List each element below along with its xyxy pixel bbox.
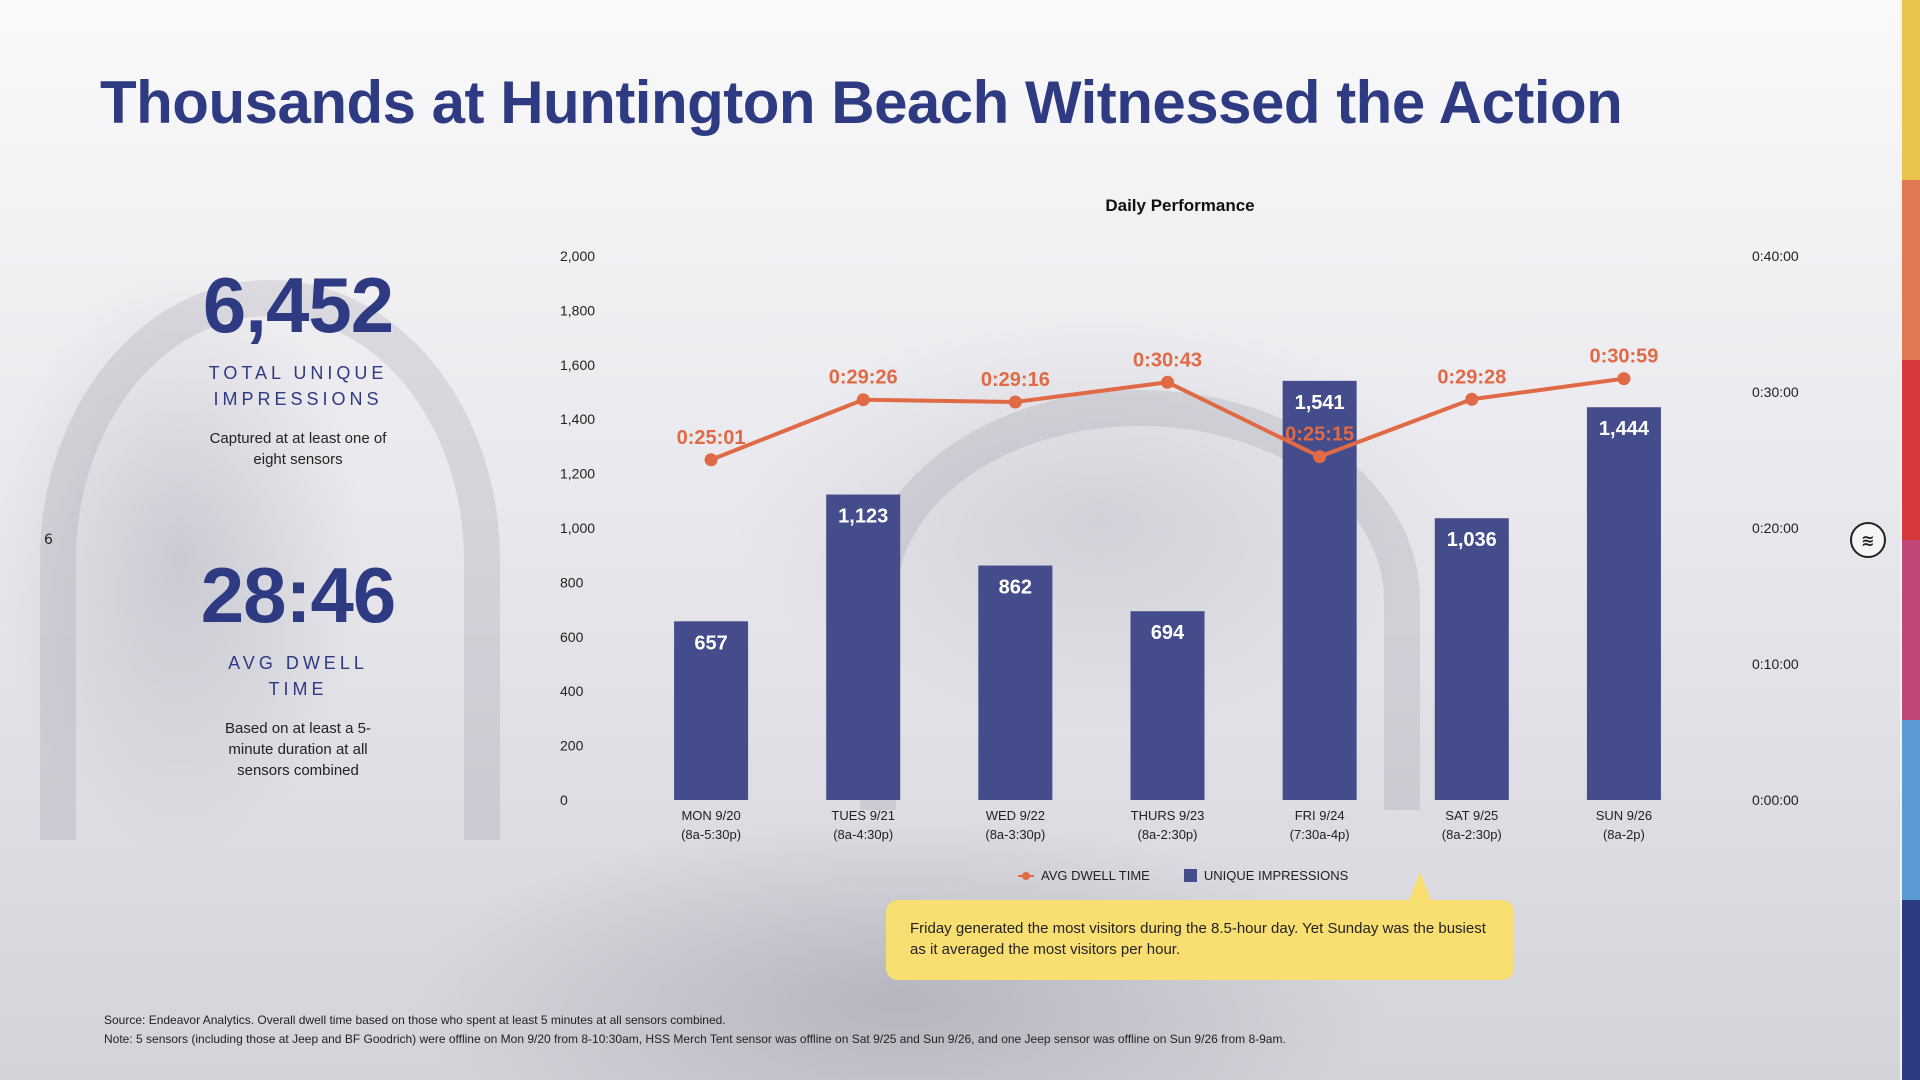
chart-title: Daily Performance	[1105, 196, 1255, 215]
x-tick-sublabel: (8a-2:30p)	[1138, 827, 1198, 842]
x-tick-sublabel: (8a-3:30p)	[985, 827, 1045, 842]
accent-strip	[1902, 0, 1920, 1080]
wave-logo-icon: ≋	[1850, 522, 1886, 558]
bar-value-label: 657	[694, 632, 727, 654]
dwell-time-point	[704, 453, 718, 467]
dwell-time-label: 0:30:59	[1589, 346, 1658, 368]
kpi-dwell-label: AVG DWELL TIME	[228, 653, 368, 699]
dwell-time-line	[710, 376, 1625, 462]
y-right-tick-label: 0:00:00	[1752, 792, 1799, 808]
x-tick-label: THURS 9/23	[1131, 808, 1205, 823]
y-left-tick-label: 1,800	[560, 302, 595, 318]
bar-value-label: 1,036	[1447, 529, 1497, 551]
x-tick-label: MON 9/20	[681, 808, 740, 823]
legend-bar-swatch	[1183, 869, 1197, 882]
x-tick-sublabel: (8a-5:30p)	[681, 827, 741, 842]
y-left-tick-label: 1,000	[560, 520, 595, 536]
y-left-tick-label: 200	[560, 738, 584, 754]
bar	[826, 494, 901, 800]
footnotes: Source: Endeavor Analytics. Overall dwel…	[104, 1011, 1604, 1049]
kpi-impressions: 6,452 TOTAL UNIQUE IMPRESSIONS Captured …	[168, 266, 428, 470]
x-tick-label: SUN 9/26	[1596, 808, 1652, 823]
legend-label-dwell: AVG DWELL TIME	[1041, 868, 1150, 883]
kpi-impressions-label: TOTAL UNIQUE IMPRESSIONS	[208, 363, 388, 409]
dwell-time-point	[856, 393, 870, 407]
bar	[1586, 407, 1661, 800]
x-tick-sublabel: (8a-2p)	[1603, 827, 1645, 842]
x-tick-sublabel: (8a-2:30p)	[1442, 827, 1502, 842]
kpi-dwell-note: Based on at least a 5-minute duration at…	[225, 720, 371, 779]
footnote-note: Note: 5 sensors (including those at Jeep…	[104, 1032, 1286, 1046]
page-number: 6	[44, 532, 53, 548]
dwell-time-label: 0:25:01	[677, 427, 746, 449]
insight-callout: Friday generated the most visitors durin…	[886, 872, 1514, 980]
y-left-tick-label: 1,400	[560, 411, 595, 427]
kpi-impressions-value: 6,452	[202, 261, 394, 349]
y-left-tick-label: 1,200	[560, 466, 595, 482]
legend-item-dwell: AVG DWELL TIME	[1018, 868, 1150, 883]
bar	[978, 565, 1053, 800]
y-left-tick-label: 1,600	[560, 357, 595, 373]
y-left-tick-label: 2,000	[560, 248, 595, 264]
kpi-impressions-note: Captured at at least one of eight sensor…	[209, 430, 387, 468]
dwell-time-point	[1465, 392, 1479, 406]
y-left-tick-label: 600	[560, 629, 584, 645]
bar	[674, 621, 749, 800]
dwell-time-label: 0:30:43	[1133, 349, 1202, 371]
x-tick-sublabel: (7:30a-4p)	[1290, 827, 1350, 842]
chart-legend: AVG DWELL TIME UNIQUE IMPRESSIONS	[1018, 868, 1348, 883]
bar-value-label: 694	[1151, 622, 1185, 644]
x-tick-sublabel: (8a-4:30p)	[833, 827, 893, 842]
bar-value-label: 862	[999, 577, 1032, 599]
dwell-time-point	[1313, 450, 1327, 464]
x-tick-label: FRI 9/24	[1295, 808, 1345, 823]
page-title: Thousands at Huntington Beach Witnessed …	[100, 69, 1623, 136]
legend-line-swatch	[1018, 871, 1034, 880]
y-right-tick-label: 0:10:00	[1752, 656, 1799, 672]
x-tick-label: SAT 9/25	[1445, 808, 1498, 823]
y-left-tick-label: 800	[560, 574, 584, 590]
y-right-tick-label: 0:30:00	[1752, 384, 1799, 400]
footnote-source: Source: Endeavor Analytics. Overall dwel…	[104, 1013, 726, 1027]
bar-value-label: 1,444	[1599, 418, 1650, 440]
kpi-dwell-value: 28:46	[200, 551, 397, 639]
legend-label-impressions: UNIQUE IMPRESSIONS	[1203, 868, 1349, 883]
y-left-tick-label: 0	[560, 792, 568, 808]
bar-value-label: 1,541	[1295, 392, 1345, 414]
y-left-tick-label: 400	[560, 683, 584, 699]
dwell-time-point	[1161, 375, 1174, 389]
dwell-time-point	[1617, 372, 1631, 386]
bar	[1130, 611, 1205, 800]
dwell-time-label: 0:29:26	[829, 367, 898, 389]
dwell-time-label: 0:29:16	[981, 369, 1050, 391]
bar-value-label: 1,123	[838, 506, 888, 528]
legend-item-impressions: UNIQUE IMPRESSIONS	[1183, 868, 1349, 883]
dwell-time-label: 0:25:15	[1285, 424, 1354, 446]
kpi-dwell: 28:46 AVG DWELL TIME Based on at least a…	[168, 556, 428, 781]
dwell-time-label: 0:29:28	[1437, 366, 1506, 388]
bar	[1434, 518, 1509, 800]
y-right-tick-label: 0:20:00	[1752, 520, 1799, 536]
dwell-time-point	[1008, 395, 1022, 409]
x-tick-label: TUES 9/21	[831, 808, 895, 823]
y-right-tick-label: 0:40:00	[1752, 248, 1799, 264]
x-tick-label: WED 9/22	[986, 808, 1045, 823]
